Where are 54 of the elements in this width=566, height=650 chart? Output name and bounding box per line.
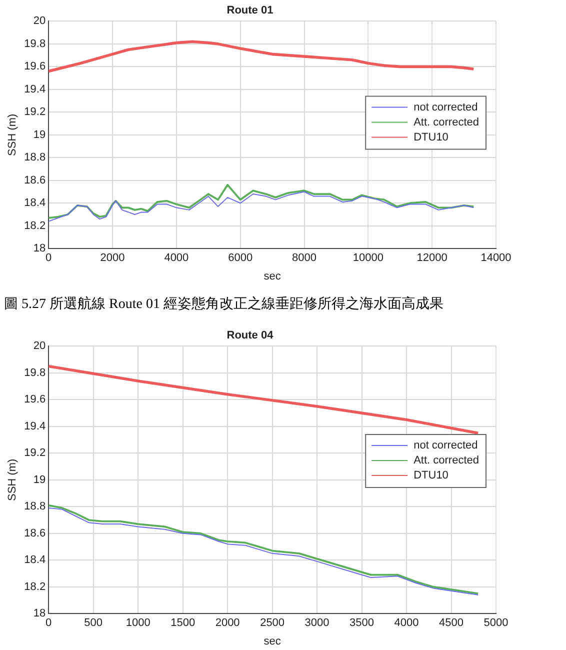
y-tick-label: 18 [33, 242, 46, 255]
x-tick-label: 0 [46, 252, 52, 264]
legend-label: DTU10 [414, 131, 448, 144]
x-tick-label: 12000 [416, 252, 448, 264]
y-tick-label: 18 [33, 608, 46, 620]
y-tick-label: 19.6 [24, 394, 46, 406]
caption: 圖 5.27 所選航線 Route 01 經姿態角改正之線垂距修所得之海水面高成果 [3, 295, 444, 314]
x-tick-label: 2000 [100, 252, 125, 264]
y-tick-label: 18.6 [24, 174, 46, 186]
y-tick-label: 19 [33, 128, 46, 141]
y-axis-title: SSH (m) [6, 458, 19, 501]
x-axis-title: sec [264, 270, 282, 282]
x-tick-label: 500 [84, 617, 103, 630]
y-tick-label: 19.6 [24, 60, 46, 73]
y-tick-label: 18.8 [24, 152, 46, 164]
legend-label: not corrected [414, 439, 478, 452]
x-tick-label: 2000 [215, 617, 240, 630]
y-tick-label: 20 [33, 15, 46, 28]
y-tick-label: 18.4 [24, 197, 46, 210]
y-tick-label: 19.2 [24, 447, 46, 460]
y-tick-label: 20 [33, 340, 46, 352]
legend-label: Att. corrected [414, 116, 480, 128]
x-axis-title: sec [264, 635, 282, 648]
x-tick-label: 14000 [480, 252, 512, 264]
x-tick-label: 3500 [350, 617, 374, 630]
chart-title: Route 04 [226, 330, 274, 342]
y-tick-label: 19.8 [24, 366, 46, 379]
y-tick-label: 18.6 [24, 527, 46, 540]
y-tick-label: 19.2 [24, 106, 46, 118]
x-tick-label: 4000 [164, 252, 189, 264]
x-tick-label: 3000 [304, 617, 330, 630]
y-tick-label: 19.4 [24, 83, 46, 96]
x-tick-label: 8000 [292, 252, 317, 264]
y-tick-label: 19 [33, 474, 46, 486]
y-tick-label: 18.2 [24, 580, 46, 593]
x-tick-label: 1000 [126, 617, 150, 630]
x-tick-label: 0 [46, 617, 52, 630]
y-axis-title: SSH (m) [6, 114, 19, 156]
legend-label: DTU10 [414, 469, 448, 482]
y-tick-label: 19.8 [24, 38, 46, 50]
legend-label: not corrected [414, 101, 478, 114]
x-tick-label: 4000 [394, 617, 419, 630]
x-tick-label: 2500 [260, 617, 285, 630]
x-tick-label: 5000 [484, 617, 508, 630]
y-tick-label: 18.2 [24, 220, 46, 232]
x-tick-label: 6000 [228, 252, 253, 264]
x-tick-label: 1500 [170, 617, 196, 630]
x-tick-label: 10000 [352, 252, 384, 264]
legend-label: Att. corrected [414, 454, 480, 466]
y-tick-label: 19.4 [24, 420, 46, 432]
y-tick-label: 18.8 [24, 500, 46, 513]
x-tick-label: 4500 [439, 617, 464, 630]
y-tick-label: 18.4 [24, 554, 46, 566]
chart-title: Route 01 [226, 4, 274, 17]
